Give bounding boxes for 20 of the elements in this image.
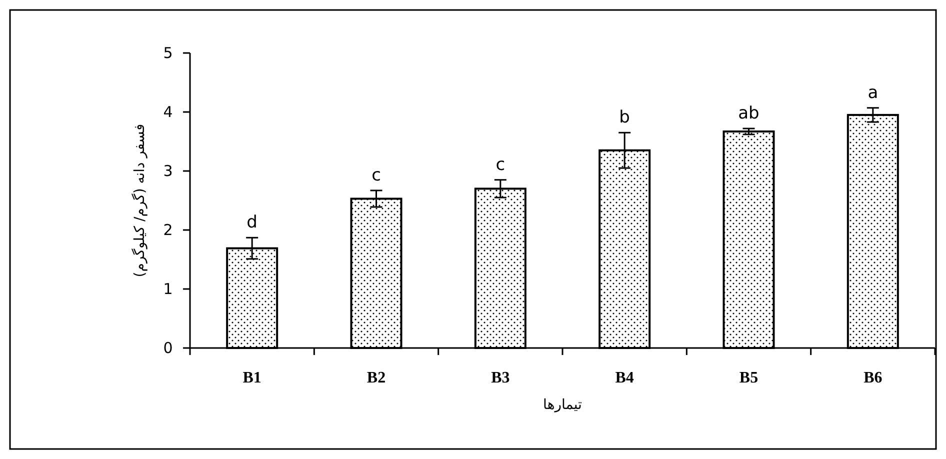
y-tick-label: 0 [163, 339, 173, 357]
annotation: c [372, 165, 381, 186]
x-axis-title: تیمارها [543, 397, 582, 413]
y-tick-label: 1 [163, 280, 173, 298]
annotation: d [246, 212, 258, 233]
y-tick-label: 5 [163, 44, 173, 62]
x-tick-label: B3 [491, 370, 510, 386]
x-tick-label: B6 [864, 370, 882, 386]
y-tick-label: 4 [163, 103, 173, 121]
x-tick-label: B2 [366, 370, 386, 386]
annotation: ab [738, 104, 760, 124]
annotation: a [868, 82, 878, 103]
annotation: c [496, 154, 506, 175]
annotation: b [619, 108, 630, 128]
y-tick-label: 3 [163, 162, 173, 180]
x-tick-label: B4 [615, 370, 634, 386]
y-tick-label: 2 [163, 221, 173, 239]
x-tick-label: B1 [242, 370, 262, 386]
y-axis-title: فسفر دانه (گرم/ کیلوگرم) [131, 124, 148, 278]
x-tick-label: B5 [739, 370, 758, 386]
